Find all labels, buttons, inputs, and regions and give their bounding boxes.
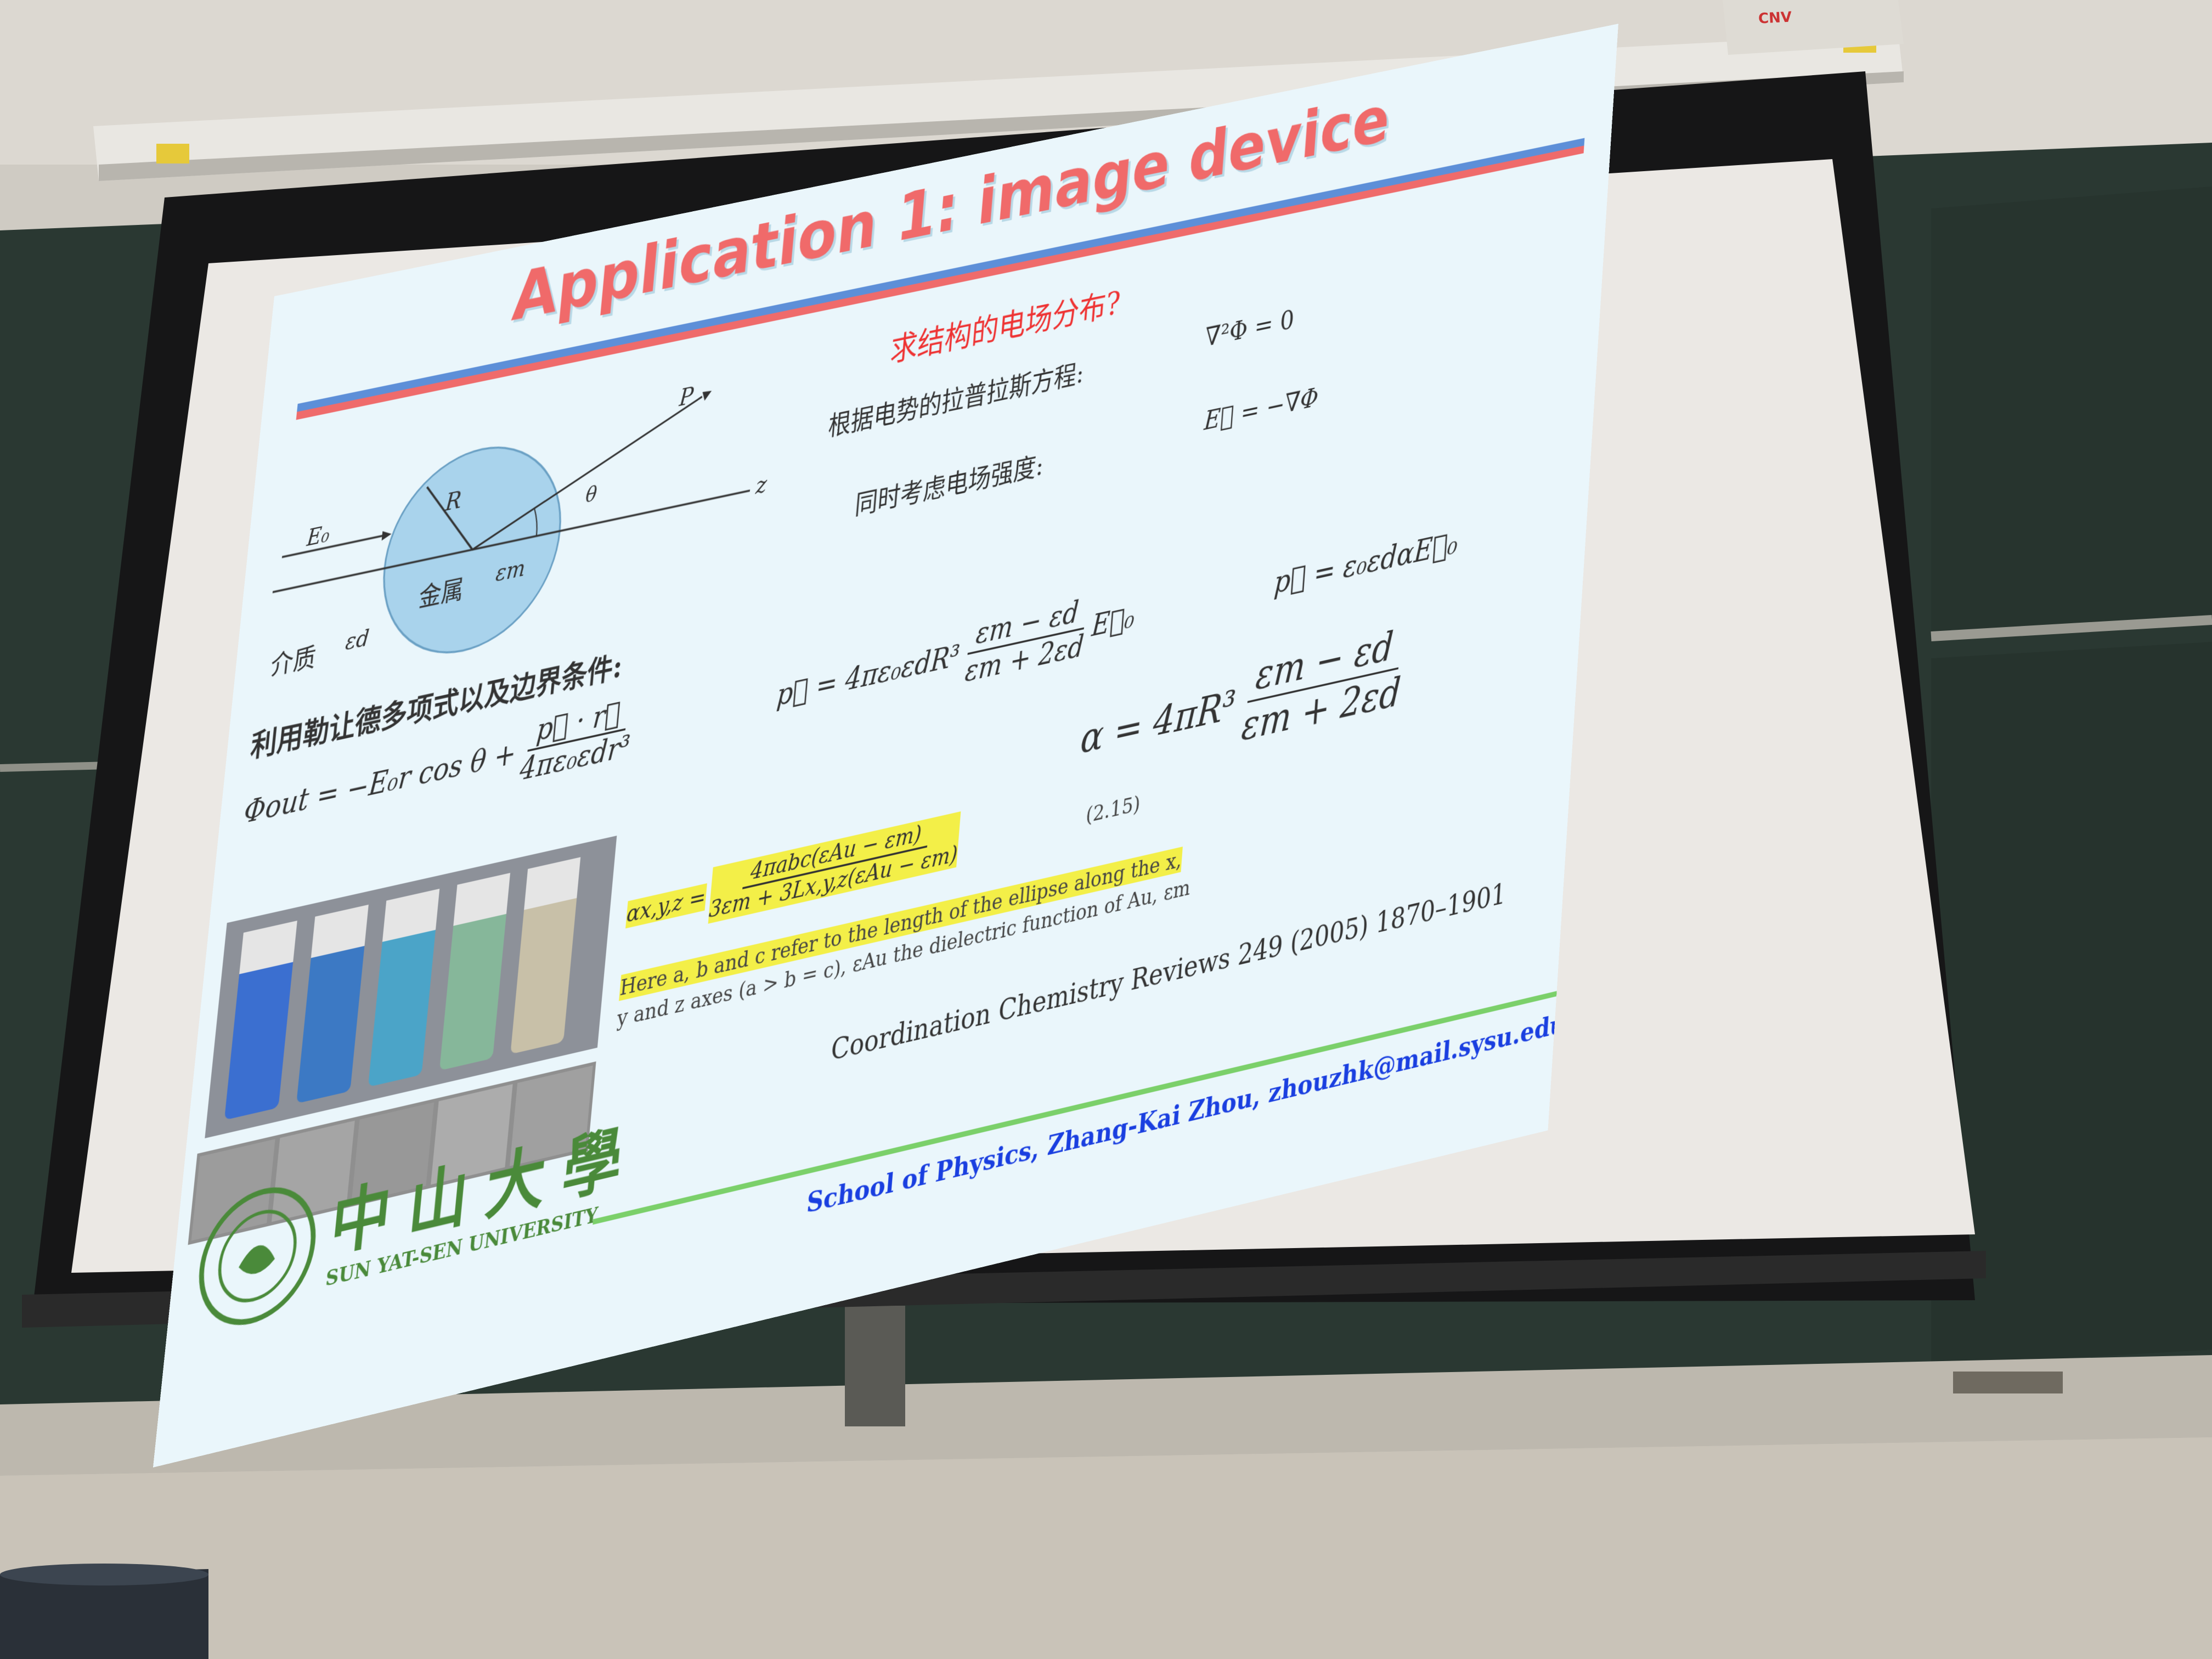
alpha-lhs: α = 4πR³ xyxy=(1079,681,1238,763)
equation-number: (2.15) xyxy=(1085,791,1142,828)
p-epsilon-equation: p⃗ = ε₀εdαE⃗₀ xyxy=(1273,525,1459,601)
alpha-xyz-lhs: αx,y,z = xyxy=(625,883,707,928)
diagram-label-e0: E₀ xyxy=(306,520,331,552)
diagram-label-eps-d: εd xyxy=(344,624,370,657)
field-label: 同时考虑电场强度: xyxy=(854,444,1045,522)
diagram-label-r: R xyxy=(444,486,463,517)
p-rhs: E⃗₀ xyxy=(1091,600,1136,644)
projector-brand: CNV xyxy=(1758,9,1792,27)
diagram-label-p: P xyxy=(678,382,695,412)
laplace-label: 根据电势的拉普拉斯方程: xyxy=(827,352,1086,444)
p-lhs: p⃗ = 4πε₀εdR³ xyxy=(775,639,961,713)
field-equation: E⃗ = −∇Φ xyxy=(1203,382,1319,437)
laplace-equation: ∇²Φ = 0 xyxy=(1204,304,1295,353)
question-text: 求结构的电场分布? xyxy=(889,277,1122,371)
